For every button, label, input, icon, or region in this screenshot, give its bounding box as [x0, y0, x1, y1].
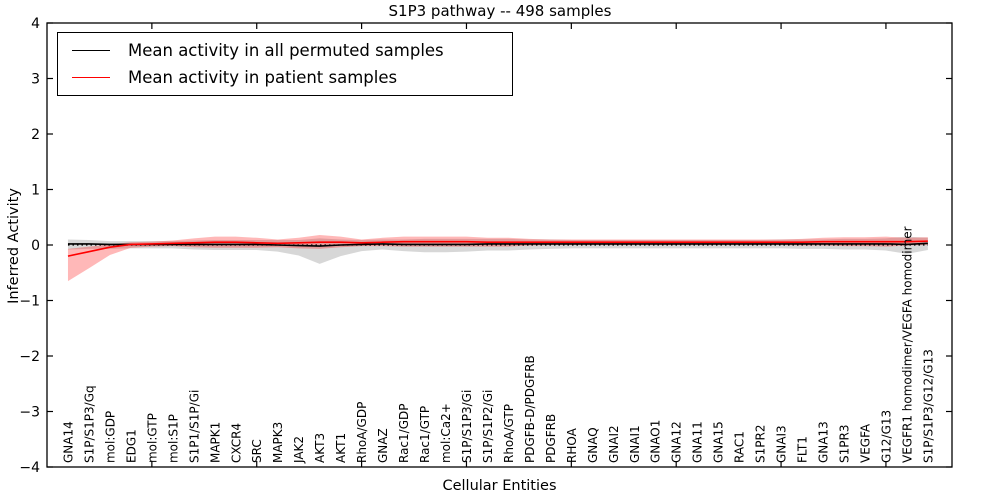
x-category-label: RhoA/GTP — [502, 404, 516, 463]
x-category-label: GNAI3 — [775, 425, 789, 463]
legend-label: Mean activity in all permuted samples — [128, 41, 444, 60]
x-category-label: G12/G13 — [879, 410, 893, 463]
y-tick-label: 1 — [31, 183, 40, 199]
x-category-label: GNAI1 — [628, 425, 642, 463]
x-category-label: mol:GTP — [145, 413, 159, 463]
x-category-label: GNAZ — [376, 428, 390, 463]
y-tick-label: −3 — [19, 405, 40, 421]
x-category-label: GNAQ — [586, 427, 600, 463]
x-category-label: SRC — [250, 439, 264, 463]
x-category-label: JAK2 — [292, 436, 306, 464]
x-category-label: S1P1/S1P/Gi — [187, 390, 201, 463]
y-tick-label: 3 — [31, 72, 40, 88]
x-category-label: S1P/S1P3/Gi — [460, 390, 474, 463]
x-category-label: mol:Ca2+ — [439, 403, 453, 463]
x-category-label: VEGFR1 homodimer/VEGFA homodimer — [900, 226, 914, 463]
x-category-label: Rac1/GTP — [418, 406, 432, 463]
x-category-label: S1P/S1P3/Gq — [82, 385, 96, 463]
series-line-permuted — [67, 242, 928, 247]
x-category-label: CXCR4 — [229, 423, 243, 463]
legend: Mean activity in all permuted samples Me… — [57, 32, 513, 96]
x-category-label: GNA12 — [670, 421, 684, 463]
x-category-label: mol:GDP — [103, 411, 117, 463]
y-tick-label: 4 — [31, 16, 40, 32]
x-category-label: GNA13 — [817, 421, 831, 463]
x-category-label: S1PR2 — [754, 425, 768, 463]
x-category-label: GNAO1 — [649, 420, 663, 463]
x-category-label: GNA11 — [691, 421, 705, 463]
legend-item-permuted: Mean activity in all permuted samples — [58, 38, 512, 64]
x-category-label: S1P/S1P2/Gi — [481, 390, 495, 463]
x-axis-label: Cellular Entities — [442, 478, 557, 494]
x-category-label: AKT3 — [313, 433, 327, 463]
y-tick-label: −1 — [19, 294, 40, 310]
y-tick-label: −2 — [19, 349, 40, 365]
permuted-line-swatch-icon — [72, 50, 110, 51]
x-category-label: S1P/S1P3/G12/G13 — [921, 349, 935, 463]
band-patient — [67, 235, 928, 282]
y-tick-label: −4 — [19, 460, 40, 476]
x-category-label: RhoA/GDP — [355, 402, 369, 463]
legend-label: Mean activity in patient samples — [128, 68, 398, 87]
x-category-label: mol:S1P — [166, 414, 180, 463]
x-category-label: RAC1 — [733, 431, 747, 463]
x-category-label: MAPK3 — [271, 422, 285, 463]
x-category-label: FLT1 — [796, 436, 810, 463]
chart-title: S1P3 pathway -- 498 samples — [388, 2, 612, 20]
x-category-label: Rac1/GDP — [397, 404, 411, 463]
y-tick-label: 0 — [31, 238, 40, 254]
x-category-label: GNA15 — [712, 421, 726, 463]
x-category-label: S1PR3 — [837, 425, 851, 463]
x-category-label: PDGFB-D/PDGFRB — [523, 355, 537, 463]
x-category-label: MAPK1 — [208, 422, 222, 463]
y-tick-label: 2 — [31, 127, 40, 143]
x-category-label: EDG1 — [124, 429, 138, 463]
x-category-label: VEGFA — [858, 423, 872, 463]
x-category-label: GNAI2 — [607, 425, 621, 463]
x-category-label: AKT1 — [334, 433, 348, 463]
x-category-label: RHOA — [565, 427, 579, 463]
patient-line-swatch-icon — [72, 77, 110, 78]
legend-item-patient: Mean activity in patient samples — [58, 65, 512, 91]
series-line-patient — [67, 240, 928, 257]
x-category-label: GNA14 — [61, 421, 75, 463]
x-category-label: PDGFRB — [544, 414, 558, 463]
